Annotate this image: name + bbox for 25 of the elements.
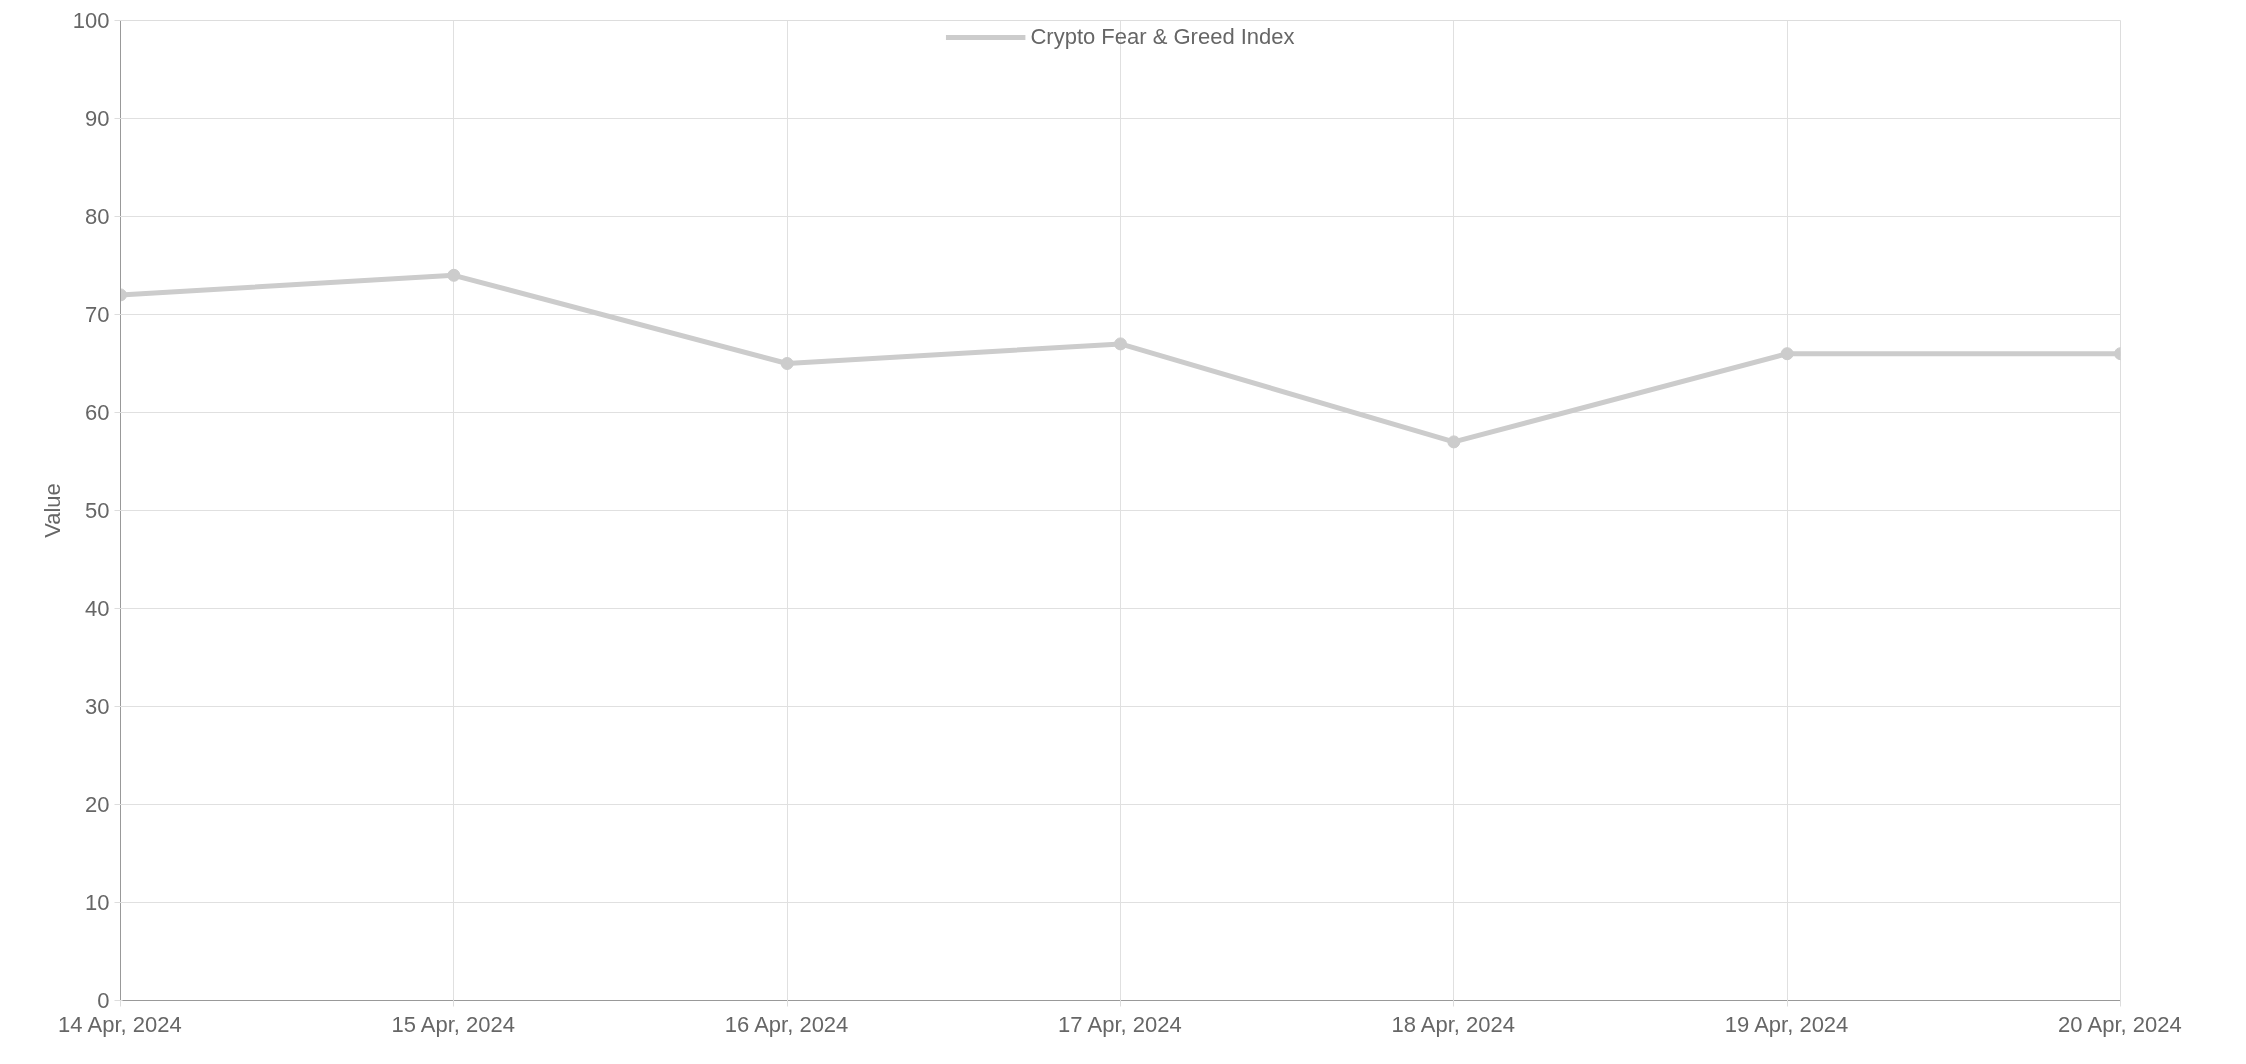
point: [780, 357, 794, 370]
y-tick-label: 20: [85, 792, 110, 817]
y-tick-label: 60: [85, 400, 110, 425]
legend-label: Crypto Fear & Greed Index: [1030, 24, 1295, 50]
x-tick-label: 18 Apr, 2024: [1391, 1011, 1516, 1037]
y-tick-label: 10: [85, 890, 110, 915]
x-tick-label: 17 Apr, 2024: [1058, 1011, 1182, 1037]
y-tick-label: 70: [85, 302, 110, 327]
x-tick-label: 20 Apr, 2024: [2058, 1011, 2182, 1037]
y-tick-label: 0: [97, 988, 110, 1013]
y-tick-label: 100: [72, 8, 110, 33]
y-tick-label: 40: [85, 596, 110, 621]
x-tick-label: 16 Apr, 2024: [724, 1011, 849, 1037]
point: [1447, 435, 1461, 449]
y-axis-title: Value: [39, 483, 65, 538]
x-tick-label: 14 Apr, 2024: [58, 1011, 182, 1037]
y-tick-label: 50: [85, 498, 110, 523]
point: [1780, 347, 1794, 361]
x-tick-label: 15 Apr, 2024: [391, 1011, 516, 1037]
point: [1114, 337, 1127, 351]
y-tick-label: 30: [85, 694, 110, 719]
point: [447, 268, 461, 282]
x-tick-label: 19 Apr, 2024: [1724, 1011, 1849, 1037]
y-tick-label: 80: [85, 204, 110, 229]
y-tick-label: 90: [85, 106, 110, 131]
